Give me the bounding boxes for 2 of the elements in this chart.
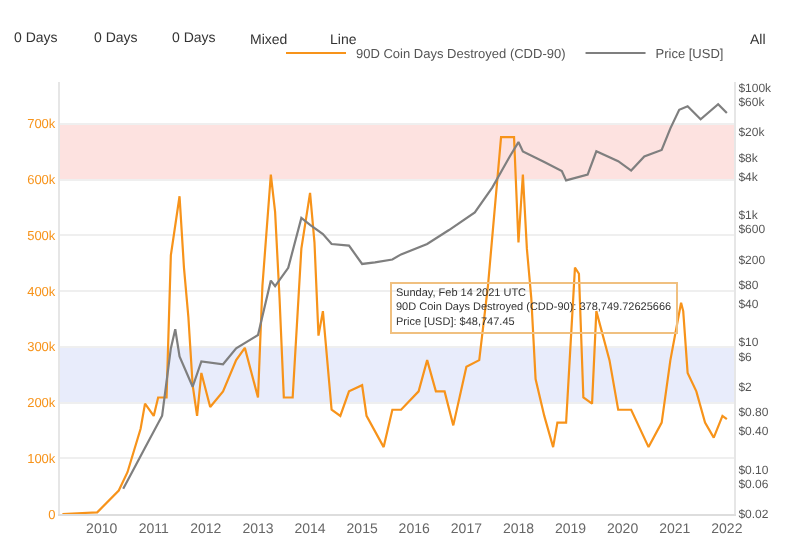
line-series	[61, 136, 728, 514]
line-series	[122, 103, 728, 490]
